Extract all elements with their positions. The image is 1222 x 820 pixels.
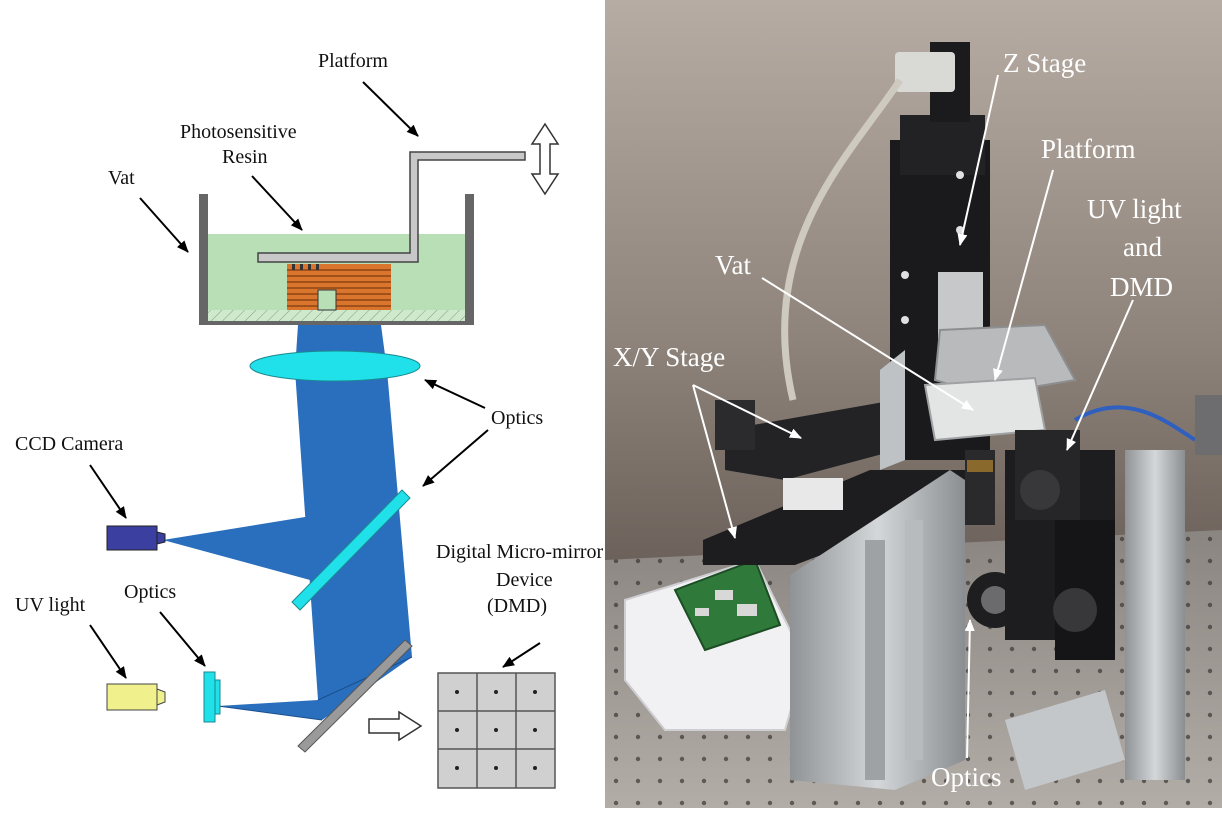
photo-label-uv-line2: and bbox=[1123, 232, 1162, 262]
label-resin-line1: Photosensitive bbox=[180, 121, 297, 143]
photo-label-xy-stage: X/Y Stage bbox=[613, 342, 725, 372]
vertical-motion-arrow bbox=[530, 122, 560, 196]
dmd-output-arrow bbox=[368, 710, 423, 742]
beam-splitter bbox=[291, 489, 411, 611]
vat-left-wall bbox=[199, 194, 208, 324]
uv-source bbox=[106, 683, 166, 711]
photo-label-z-stage: Z Stage bbox=[1003, 48, 1086, 78]
photo-label-optics: Optics bbox=[931, 762, 1002, 792]
label-uv-light: UV light bbox=[15, 594, 86, 616]
printed-part bbox=[287, 264, 391, 311]
label-dmd-line2: Device bbox=[496, 569, 553, 591]
photo-label-vat: Vat bbox=[715, 250, 751, 280]
apparatus-photo: Z Stage Platform UV light and DMD Vat X/… bbox=[605, 0, 1222, 808]
vat-window bbox=[208, 310, 465, 322]
schematic-diagram: Platform Photosensitive Resin Vat Optics… bbox=[15, 50, 604, 789]
vat-bottom bbox=[199, 321, 474, 325]
photo-label-uv-line1: UV light bbox=[1087, 194, 1182, 224]
label-optics-bottom: Optics bbox=[124, 581, 176, 603]
xy-stage bbox=[703, 470, 965, 565]
control-board bbox=[673, 558, 782, 652]
optics-lens bbox=[249, 350, 421, 382]
vat-right-wall bbox=[465, 194, 474, 324]
platform bbox=[257, 151, 526, 263]
uv-optics bbox=[203, 671, 221, 723]
ccd-camera bbox=[106, 525, 166, 551]
label-dmd-line1: Digital Micro-mirror bbox=[436, 541, 604, 563]
photo-label-uv-line3: DMD bbox=[1110, 272, 1173, 302]
label-vat: Vat bbox=[108, 167, 135, 189]
optics-assembly bbox=[965, 430, 1115, 660]
label-dmd-line3: (DMD) bbox=[487, 595, 547, 617]
aluminium-frame bbox=[790, 450, 1185, 790]
dmd-grid bbox=[437, 672, 556, 789]
label-platform: Platform bbox=[318, 50, 388, 72]
mirror bbox=[297, 639, 413, 753]
photo-label-platform: Platform bbox=[1041, 134, 1136, 164]
label-optics-top: Optics bbox=[491, 407, 543, 429]
label-ccd-camera: CCD Camera bbox=[15, 433, 123, 455]
label-resin-line2: Resin bbox=[222, 146, 268, 168]
cable bbox=[781, 78, 903, 401]
